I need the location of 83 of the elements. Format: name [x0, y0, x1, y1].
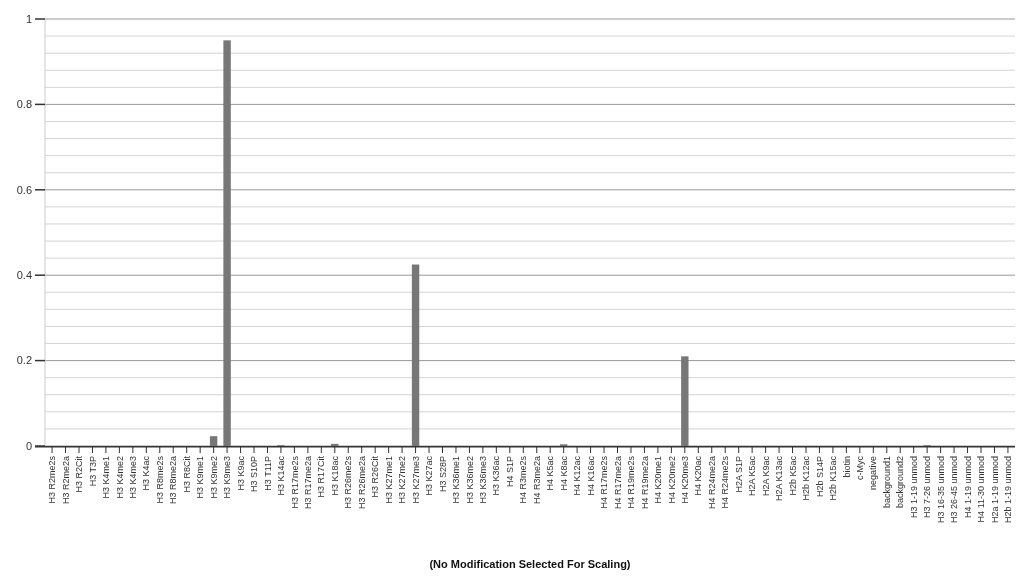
x-tick-label: H3 S28P: [437, 456, 448, 493]
x-tick-label: H3 K14ac: [276, 455, 287, 496]
x-tick-label: H4 R24me2a: [706, 456, 717, 510]
x-tick-label: H4 K20me3: [679, 456, 690, 504]
x-tick-label: H4 R3me2a: [531, 456, 542, 505]
x-tick-label: H2b K15ac: [828, 455, 839, 501]
x-tick-label: H3 R2Cit: [74, 455, 85, 493]
x-tick-label: H2b K5ac: [787, 455, 798, 496]
x-tick-label: background1: [881, 456, 892, 509]
x-tick-label: H3 R8me2a: [168, 456, 179, 505]
x-tick-label: H3 R26me2a: [356, 456, 367, 510]
x-tick-label: H3 K4me3: [128, 456, 138, 499]
x-tick-label: H3 7-26 unmod: [922, 456, 933, 519]
x-tick-label: H4 K20ac: [693, 455, 704, 496]
x-tick-label: H3 K9ac: [235, 455, 246, 491]
x-tick-label: H2a 1-19 unmod: [989, 456, 1000, 524]
x-tick-label: H3 S10P: [249, 456, 260, 493]
x-tick-label: H4 K16ac: [585, 455, 596, 496]
x-tick-label: H3 T11P: [262, 456, 273, 491]
x-tick-label: H2b S14P: [814, 456, 825, 498]
x-tick-label: H3 1-19 unmod: [908, 456, 919, 519]
x-tick-label: H3 R17me2s: [289, 455, 300, 509]
x-tick-label: H4 R24me2s: [720, 455, 731, 509]
y-tick-label: 0.4: [16, 269, 32, 282]
x-tick-label: H3 K4ac: [141, 455, 152, 491]
y-tick-label: 1: [25, 12, 32, 25]
x-tick-label: c-Myc: [854, 455, 865, 480]
x-tick-label: H3 R2me2a: [60, 456, 71, 505]
x-tick-label: H4 R19me2a: [639, 456, 650, 510]
y-tick-label: 0.6: [16, 183, 32, 196]
x-tick-label: H3 K4me1: [101, 456, 112, 499]
x-tick-label: H3 T3P: [87, 456, 98, 487]
x-tick-label: H3 R26Cit: [370, 455, 381, 498]
x-tick-label: H3 R17Cit: [316, 455, 327, 498]
y-tick-label: 0: [25, 439, 32, 452]
x-tick-label: H2A K13ac: [774, 455, 785, 502]
x-tick-label: H3 K9me1: [195, 456, 206, 499]
x-tick-label: H4 11-30 unmod: [976, 456, 987, 523]
x-tick-label: H4 K20me1: [653, 456, 664, 504]
bar: [411, 264, 420, 446]
x-tick-label: background2: [895, 456, 906, 509]
x-tick-label: H2b K12ac: [801, 455, 812, 501]
x-tick-label: H4 R19me2s: [626, 455, 637, 509]
x-tick-label: biotin: [841, 456, 852, 478]
x-tick-label: H4 R17me2s: [599, 455, 610, 509]
x-tick-label: H3 K27ac: [424, 455, 435, 496]
x-tick-label: H3 R8me2s: [154, 455, 165, 504]
x-tick-label: H4 R3me2s: [518, 455, 529, 504]
x-tick-label: H3 16-35 unmod: [935, 456, 946, 524]
x-tick-label: H2b 1-19 unmod: [1003, 456, 1014, 524]
x-tick-label: H3 R8Cit: [181, 455, 192, 493]
x-tick-label: H4 R17me2a: [612, 456, 623, 510]
x-tick-label: H3 K36ac: [491, 455, 502, 496]
x-tick-label: H4 K8ac: [558, 455, 569, 491]
x-tick-label: H3 K27me2: [397, 456, 408, 504]
x-tick-label: H3 K9me2: [208, 456, 219, 499]
x-tick-label: H3 R2me2s: [47, 455, 58, 504]
x-tick-label: H3 K9me3: [222, 456, 233, 499]
x-tick-label: H3 K36me1: [451, 456, 462, 504]
x-axis-title: (No Modification Selected For Scaling): [429, 558, 631, 570]
x-tick-label: H3 K27me3: [410, 456, 421, 504]
bar: [681, 356, 689, 446]
x-tick-label: H3 K4me2: [114, 456, 125, 499]
x-tick-label: H3 K27me1: [383, 456, 394, 504]
x-tick-label: H4 K12ac: [572, 455, 583, 496]
x-tick-label: H3 K18ac: [329, 455, 340, 496]
x-tick-label: H3 K36me2: [464, 456, 475, 504]
x-tick-label: H4 K20me2: [666, 456, 677, 504]
x-tick-label: H3 R17me2a: [303, 456, 314, 510]
x-tick-label: H4 S1P: [504, 456, 515, 488]
x-tick-label: H3 K36me3: [478, 456, 489, 504]
y-tick-label: 0.2: [16, 354, 32, 367]
bar: [209, 436, 218, 446]
x-tick-label: H2A K9ac: [760, 455, 771, 497]
x-tick-label: negative: [868, 456, 879, 491]
x-tick-label: H3 26-45 unmod: [949, 456, 960, 524]
x-tick-label: H3 R26me2s: [343, 455, 354, 509]
x-tick-label: H4 K5ac: [545, 455, 556, 491]
y-tick-label: 0.8: [16, 98, 32, 111]
x-tick-label: H2A S1P: [733, 456, 744, 493]
x-tick-label: H4 1-19 unmod: [962, 456, 973, 519]
x-tick-label: H2A K5ac: [747, 455, 758, 497]
bar: [223, 40, 231, 446]
